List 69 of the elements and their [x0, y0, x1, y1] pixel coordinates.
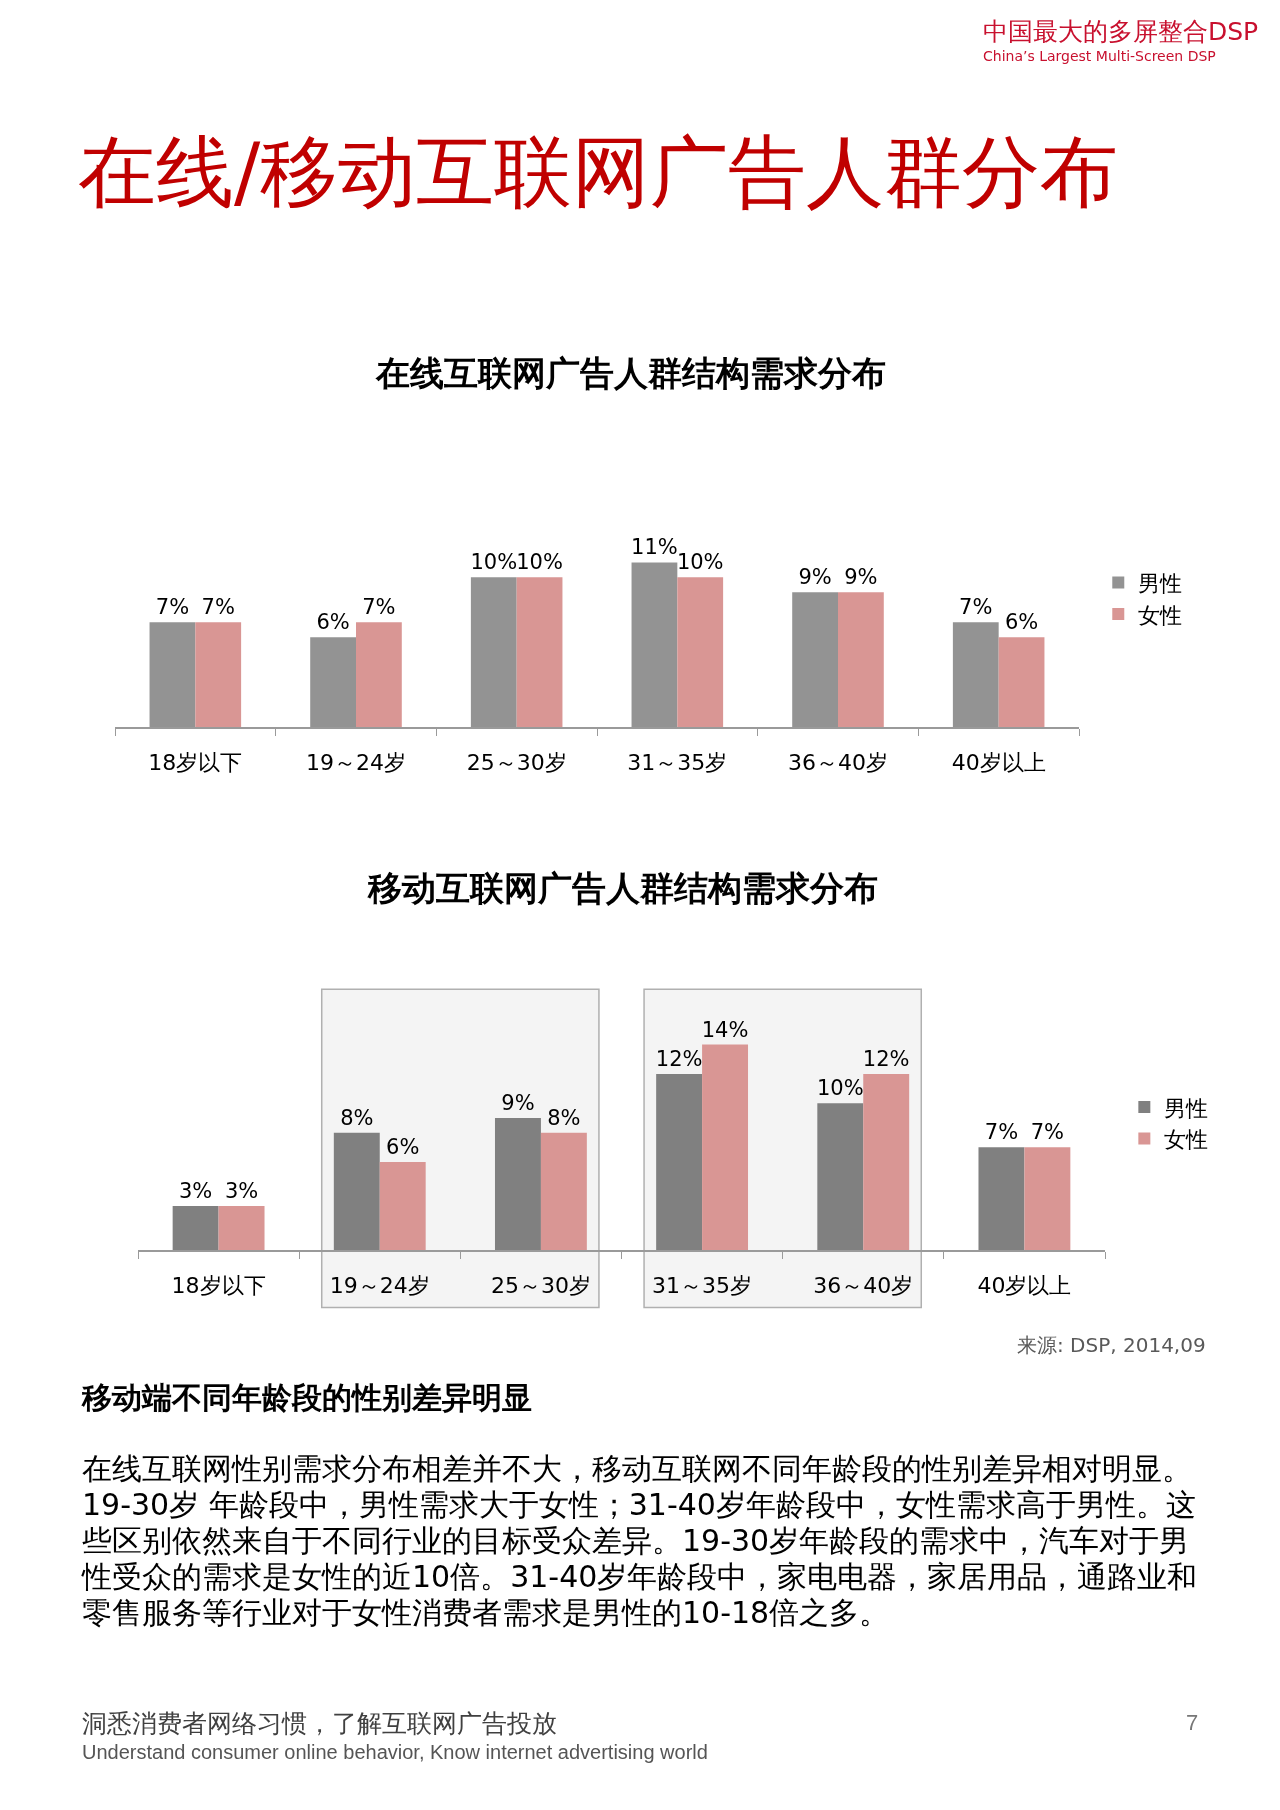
bar — [863, 1073, 910, 1250]
chart-title: 移动互联网广告人群结构需求分布 — [367, 867, 879, 908]
x-tick-label: 18岁以下 — [148, 750, 243, 776]
bar — [1024, 1147, 1071, 1250]
bar — [333, 1132, 380, 1250]
bar — [195, 622, 242, 727]
data-label: 9% — [501, 1090, 535, 1115]
bar — [218, 1205, 265, 1250]
data-label: 7% — [984, 1120, 1019, 1145]
bar — [379, 1161, 426, 1250]
x-tick-label: 31～35岁 — [627, 750, 728, 776]
bar — [356, 622, 402, 727]
bar — [838, 592, 884, 727]
legend-label: 女性 — [1138, 602, 1183, 628]
x-tick-label: 19～24岁 — [329, 1273, 430, 1299]
data-label: 11% — [631, 535, 678, 560]
x-tick-label: 25～30岁 — [466, 750, 567, 776]
data-label: 10% — [676, 550, 724, 575]
data-label: 7% — [1030, 1120, 1065, 1145]
data-label: 14% — [701, 1017, 749, 1042]
text: China’s Largest Multi-Screen DSP — [983, 48, 1216, 65]
data-label: 3% — [224, 1178, 259, 1203]
data-label: 3% — [178, 1178, 213, 1203]
data-label: 8% — [547, 1105, 581, 1130]
bar — [494, 1117, 541, 1250]
bar — [656, 1073, 703, 1250]
text: Understand consumer online behavior, Know internet advertising world — [82, 1741, 708, 1763]
bar — [702, 1044, 749, 1250]
x-tick-label: 36～40岁 — [813, 1273, 914, 1299]
bar — [817, 1103, 864, 1250]
data-label: 6% — [386, 1134, 420, 1159]
data-label: 7% — [959, 595, 993, 620]
x-tick-label: 40岁以上 — [951, 750, 1046, 776]
text: 在线/移动互联网广告人群分布 — [78, 127, 1119, 217]
bar — [998, 637, 1045, 727]
text: 中国最大的多屏整合DSP — [983, 17, 1259, 46]
x-tick-label: 40岁以上 — [977, 1273, 1072, 1299]
data-label: 10% — [816, 1076, 864, 1101]
legend-label: 男性 — [1138, 570, 1183, 596]
source-note: 来源: DSP, 2014,09 — [1017, 1333, 1206, 1357]
data-label: 10% — [516, 550, 563, 575]
data-label: 12% — [655, 1046, 703, 1071]
x-tick-label: 36～40岁 — [788, 750, 888, 776]
bar — [978, 1147, 1025, 1250]
data-label: 12% — [862, 1046, 910, 1071]
data-label: 6% — [1004, 610, 1039, 635]
x-tick-label: 25～30岁 — [490, 1273, 591, 1299]
x-tick-label: 31～35岁 — [652, 1273, 753, 1299]
data-label: 7% — [201, 595, 235, 620]
text: 7 — [1186, 1710, 1199, 1736]
x-tick-label: 19～24岁 — [306, 750, 406, 776]
data-label: 10% — [470, 550, 518, 575]
data-label: 6% — [316, 610, 350, 635]
text: 移动端不同年龄段的性别差异明显 — [82, 1380, 532, 1415]
text: 在线互联网性别需求分布相差并不大，移动互联网不同年龄段的性别差异相对明显。19-30岁 年龄段中，男性需求大于女性；31-40岁年龄段中，女性需求高于男性。这些区别依然来自于不同行业的目标受众差异。19-30岁年龄段的需求中，汽车对于男性受众的需求是女性的近10倍。31-40岁年龄段中，家电电器，家居用品，通路业和零售服务等行业对于女性消费者需求是男性的10-18倍之多。 — [82, 1451, 1199, 1631]
data-label: 9% — [844, 565, 878, 590]
x-tick-label: 18岁以下 — [171, 1273, 266, 1299]
legend-label: 男性 — [1164, 1095, 1209, 1121]
chart-title: 在线互联网广告人群结构需求分布 — [375, 352, 887, 393]
legend-label: 女性 — [1164, 1127, 1209, 1153]
bar — [516, 577, 563, 727]
text: 洞悉消费者网络习惯，了解互联网广告投放 — [82, 1709, 557, 1738]
bar — [677, 577, 724, 727]
data-label: 9% — [798, 565, 832, 590]
bar — [540, 1132, 587, 1250]
bar — [172, 1205, 219, 1250]
data-label: 7% — [155, 595, 190, 620]
data-label: 7% — [362, 595, 396, 620]
data-label: 8% — [340, 1105, 374, 1130]
